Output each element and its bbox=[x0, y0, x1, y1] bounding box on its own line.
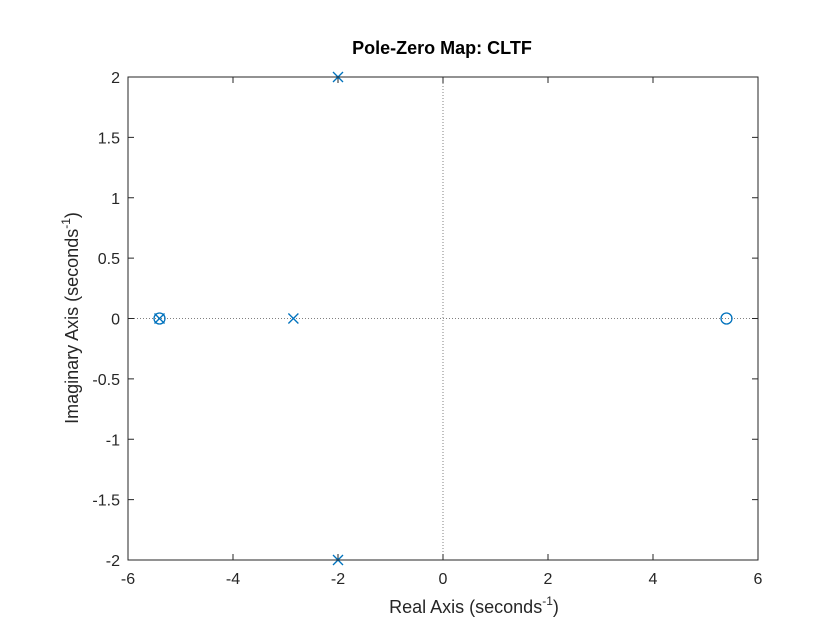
x-tick-label: 0 bbox=[439, 571, 448, 588]
x-axis-title: Real Axis (seconds-1) bbox=[389, 594, 559, 617]
y-tick-label: -2 bbox=[106, 553, 120, 570]
reference-lines bbox=[128, 77, 758, 560]
x-axis-title-sup: -1 bbox=[542, 594, 553, 608]
x-tick-label: 2 bbox=[544, 571, 553, 588]
y-tick-labels: -2 -1.5 -1 -0.5 0 0.5 1 1.5 2 bbox=[92, 70, 120, 570]
y-tick-label: 1 bbox=[111, 191, 120, 208]
pole-marker bbox=[154, 313, 165, 324]
y-axis-title: Imaginary Axis (seconds-1) bbox=[59, 212, 82, 424]
y-tick-label: -1.5 bbox=[92, 493, 120, 510]
y-tick-label: -1 bbox=[106, 432, 120, 449]
x-tick-label: -6 bbox=[121, 571, 135, 588]
y-tick-label: 1.5 bbox=[98, 130, 120, 147]
chart-title: Pole-Zero Map: CLTF bbox=[352, 38, 532, 58]
y-tick-label: 2 bbox=[111, 70, 120, 87]
x-axis-title-main: Real Axis (seconds bbox=[389, 597, 542, 617]
plot-frame bbox=[127, 76, 759, 561]
x-tick-labels: -6 -4 -2 0 2 4 6 bbox=[121, 571, 763, 588]
pole-marker bbox=[287, 313, 299, 324]
y-tick-label: 0.5 bbox=[98, 251, 120, 268]
y-tick-label: -0.5 bbox=[92, 372, 120, 389]
y-tick-label: 0 bbox=[111, 312, 120, 329]
zero-marker bbox=[153, 312, 166, 325]
y-axis-title-close: ) bbox=[62, 212, 82, 218]
x-axis-title-close: ) bbox=[553, 597, 559, 617]
y-axis-title-sup: -1 bbox=[59, 218, 73, 229]
x-tick-label: -2 bbox=[331, 571, 345, 588]
x-tick-label: 6 bbox=[754, 571, 763, 588]
x-tick-label: -4 bbox=[226, 571, 240, 588]
y-axis-title-main: Imaginary Axis (seconds bbox=[62, 229, 82, 424]
zero-marker bbox=[720, 312, 733, 325]
x-tick-label: 4 bbox=[649, 571, 658, 588]
